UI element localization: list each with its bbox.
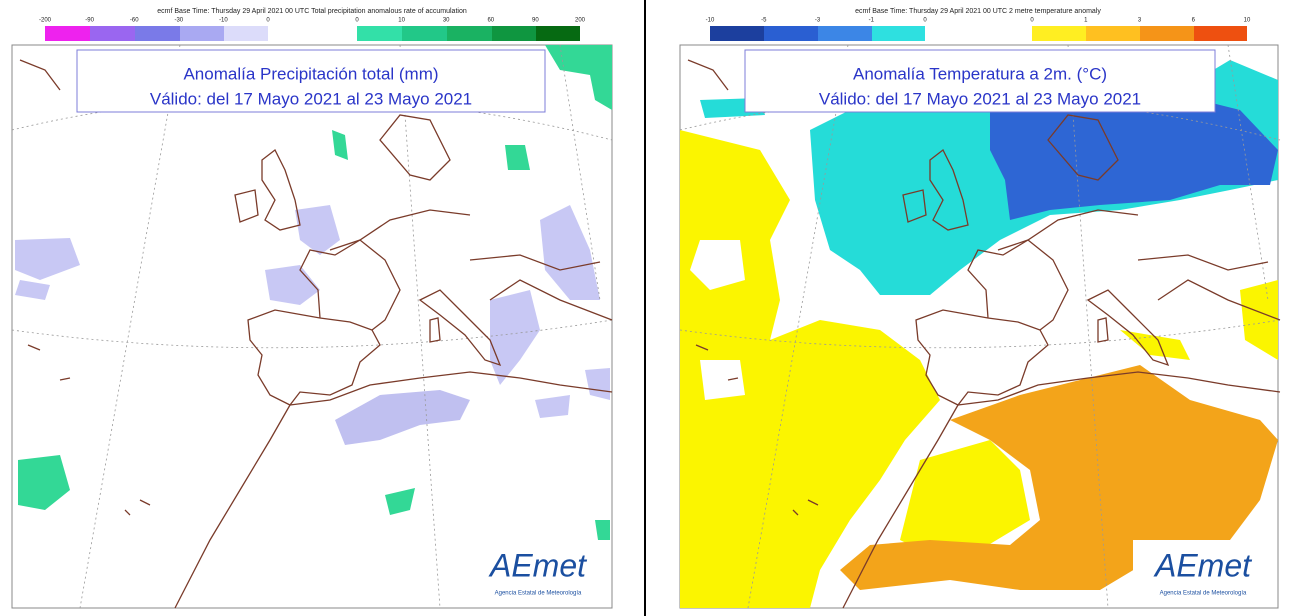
map-subtitle: Válido: del 17 Mayo 2021 al 23 Mayo 2021 (819, 89, 1141, 108)
legend-tick-label: 0 (355, 18, 359, 24)
logo-caption: Agencia Estatal de Meteorología (1160, 591, 1247, 597)
title-box (76, 49, 546, 113)
legend-tick-label: 90 (532, 18, 539, 24)
legend-tick-label: 10 (398, 18, 405, 24)
logo-box (468, 540, 608, 602)
legend-tick-label: -10 (219, 18, 228, 24)
logo-box (1133, 540, 1273, 602)
legend-bar (710, 26, 1247, 41)
legend-tick-label: 0 (1030, 18, 1034, 24)
header: ecmf Base Time: Thursday 29 April 2021 0… (855, 8, 1101, 15)
map-subtitle: Válido: del 17 Mayo 2021 al 23 Mayo 2021 (150, 89, 472, 108)
legend-tick-label: -90 (85, 18, 94, 24)
legend-tick-label: 60 (487, 18, 494, 24)
legend-tick-label: 200 (575, 18, 586, 24)
legend-tick-label: 10 (1244, 18, 1251, 24)
legend-tick-label: 0 (923, 18, 927, 24)
precip-panel: ecmf Base Time: Thursday 29 April 2021 0… (11, 8, 613, 609)
legend-tick-label: 6 (1192, 18, 1196, 24)
legend-bar (45, 26, 580, 41)
temperature-anomaly (680, 60, 1278, 608)
logo: AEmet (1153, 547, 1252, 583)
legend-tick-label: -1 (869, 18, 875, 24)
legend-tick-label: 3 (1138, 18, 1142, 24)
legend-tick-label: -5 (761, 18, 767, 24)
legend-tick-label: 0 (266, 18, 270, 24)
logo: AEmet (488, 547, 587, 583)
title-box (744, 49, 1216, 113)
logo-caption: Agencia Estatal de Meteorología (495, 591, 582, 597)
legend-tick-label: 30 (443, 18, 450, 24)
legend-tick-label: -30 (174, 18, 183, 24)
legend-tick-label: -3 (815, 18, 821, 24)
temperature-panel: ecmf Base Time: Thursday 29 April 2021 0… (679, 8, 1281, 609)
legend-tick-label: -200 (39, 18, 52, 24)
legend-tick-label: 1 (1084, 18, 1088, 24)
map-title: Anomalía Temperatura a 2m. (°C) (853, 64, 1107, 83)
map-title: Anomalía Precipitación total (mm) (183, 64, 438, 83)
header: ecmf Base Time: Thursday 29 April 2021 0… (157, 8, 467, 15)
legend-tick-label: -10 (706, 18, 715, 24)
precip-anomaly (15, 45, 612, 540)
legend-tick-label: -60 (130, 18, 139, 24)
